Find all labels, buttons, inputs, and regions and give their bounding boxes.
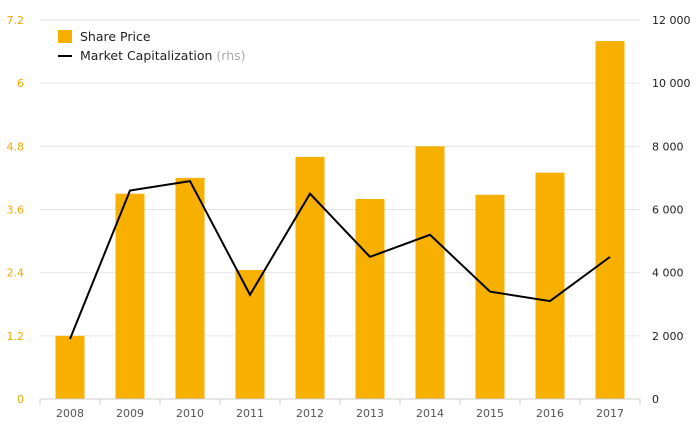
bar-2015	[475, 194, 505, 399]
bar-2016	[535, 172, 565, 399]
x-tick-label-2008: 2008	[56, 407, 84, 420]
bar-2017	[595, 41, 625, 400]
left-tick-label: 1.2	[7, 330, 25, 343]
x-tick-label-2011: 2011	[236, 407, 264, 420]
x-axis: 2008 2009 2010 2011 2012 2013 2014 2015 2016 2017	[39, 398, 641, 420]
right-y-axis: 0 2 000 4 000 6 000 8 000 10 000 12 000	[652, 14, 691, 406]
market-cap-line	[69, 179, 611, 340]
left-tick-label: 4.8	[7, 140, 25, 153]
bar-2011	[235, 270, 265, 399]
bar-2013	[355, 198, 385, 399]
right-tick-label: 4 000	[652, 267, 684, 280]
bar-2012	[295, 156, 325, 399]
x-tick-label-2015: 2015	[476, 407, 504, 420]
right-tick-label: 8 000	[652, 140, 684, 153]
legend-label-share-price: Share Price	[80, 29, 151, 44]
x-tick-label-2010: 2010	[176, 407, 204, 420]
x-tick-label-2012: 2012	[296, 407, 324, 420]
market-cap-series-line	[69, 179, 611, 340]
left-tick-label: 6	[17, 77, 24, 90]
left-tick-label: 3.6	[7, 204, 25, 217]
left-tick-label: 2.4	[7, 267, 25, 280]
right-tick-label: 12 000	[652, 14, 691, 27]
bar-2014	[415, 146, 445, 399]
x-tick-label-2016: 2016	[536, 407, 564, 420]
x-tick-label-2013: 2013	[356, 407, 384, 420]
legend-swatch-share-price	[58, 30, 72, 43]
right-tick-label: 6 000	[652, 204, 684, 217]
bar-2009	[115, 193, 145, 399]
right-tick-label: 2 000	[652, 330, 684, 343]
share-price-bars	[55, 41, 625, 400]
right-tick-label: 10 000	[652, 77, 691, 90]
x-tick-label-2017: 2017	[596, 407, 624, 420]
left-tick-label: 0	[17, 393, 24, 406]
legend-label-market-cap-suffix: (rhs)	[216, 48, 245, 63]
legend: Share Price Market Capitalization (rhs)	[58, 29, 246, 63]
x-tick-label-2009: 2009	[116, 407, 144, 420]
bar-2008	[55, 335, 85, 399]
legend-label-market-cap-name: Market Capitalization	[80, 48, 212, 63]
right-tick-label: 0	[652, 393, 659, 406]
bar-2010	[175, 177, 205, 399]
legend-label-market-cap: Market Capitalization (rhs)	[80, 48, 246, 63]
x-tick-label-2014: 2014	[416, 407, 444, 420]
left-tick-label: 7.2	[7, 14, 25, 27]
left-y-axis: 0 1.2 2.4 3.6 4.8 6 7.2	[7, 14, 25, 406]
